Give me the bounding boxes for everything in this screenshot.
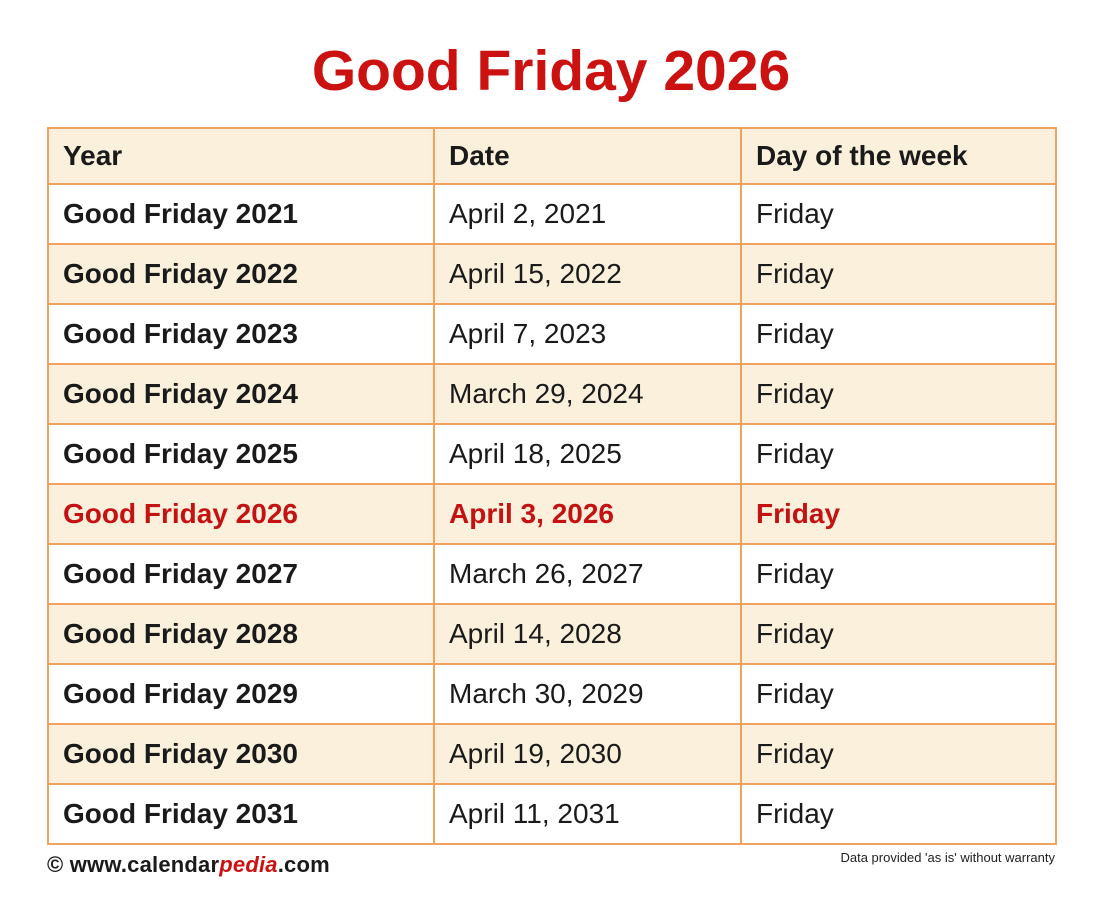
day-cell: Friday xyxy=(740,483,1057,545)
day-cell: Friday xyxy=(740,183,1057,245)
footer: © www.calendarpedia.com Data provided 'a… xyxy=(47,849,1055,878)
date-cell: March 29, 2024 xyxy=(433,363,742,425)
day-cell: Friday xyxy=(740,363,1057,425)
disclaimer-text: Data provided 'as is' without warranty xyxy=(840,850,1055,865)
site-name-prefix: www.calendar xyxy=(69,852,220,877)
date-cell: April 19, 2030 xyxy=(433,723,742,785)
table-row: Good Friday 2026 April 3, 2026 Friday xyxy=(47,483,1057,545)
date-cell: April 3, 2026 xyxy=(433,483,742,545)
table-row: Good Friday 2031 April 11, 2031 Friday xyxy=(47,783,1057,845)
day-cell: Friday xyxy=(740,303,1057,365)
date-cell: April 18, 2025 xyxy=(433,423,742,485)
day-cell: Friday xyxy=(740,783,1057,845)
table-row: Good Friday 2022 April 15, 2022 Friday xyxy=(47,243,1057,305)
site-name-accent: pedia xyxy=(219,852,278,877)
table-row: Good Friday 2025 April 18, 2025 Friday xyxy=(47,423,1057,485)
date-cell: April 14, 2028 xyxy=(433,603,742,665)
table-body: Good Friday 2021 April 2, 2021 Friday Go… xyxy=(47,183,1057,845)
date-cell: March 30, 2029 xyxy=(433,663,742,725)
table-row: Good Friday 2027 March 26, 2027 Friday xyxy=(47,543,1057,605)
table-row: Good Friday 2023 April 7, 2023 Friday xyxy=(47,303,1057,365)
page-title: Good Friday 2026 xyxy=(311,39,791,103)
year-cell: Good Friday 2022 xyxy=(47,243,435,305)
copyright-symbol: © xyxy=(47,852,70,877)
date-cell: April 7, 2023 xyxy=(433,303,742,365)
header-date: Date xyxy=(433,127,742,185)
day-cell: Friday xyxy=(740,663,1057,725)
day-cell: Friday xyxy=(740,243,1057,305)
date-cell: April 15, 2022 xyxy=(433,243,742,305)
date-cell: March 26, 2027 xyxy=(433,543,742,605)
year-cell: Good Friday 2024 xyxy=(47,363,435,425)
date-cell: April 11, 2031 xyxy=(433,783,742,845)
header-day-of-week: Day of the week xyxy=(740,127,1057,185)
date-cell: April 2, 2021 xyxy=(433,183,742,245)
year-cell: Good Friday 2027 xyxy=(47,543,435,605)
table-header: Year Date Day of the week xyxy=(47,127,1057,185)
table-row: Good Friday 2021 April 2, 2021 Friday xyxy=(47,183,1057,245)
year-cell: Good Friday 2026 xyxy=(47,483,435,545)
table-row: Good Friday 2024 March 29, 2024 Friday xyxy=(47,363,1057,425)
year-cell: Good Friday 2031 xyxy=(47,783,435,845)
header-year: Year xyxy=(47,127,435,185)
year-cell: Good Friday 2023 xyxy=(47,303,435,365)
header-row: Year Date Day of the week xyxy=(47,127,1057,185)
copyright-line: © www.calendarpedia.com xyxy=(47,852,330,878)
table-row: Good Friday 2028 April 14, 2028 Friday xyxy=(47,603,1057,665)
day-cell: Friday xyxy=(740,603,1057,665)
day-cell: Friday xyxy=(740,423,1057,485)
site-name-suffix: .com xyxy=(277,852,330,877)
year-cell: Good Friday 2030 xyxy=(47,723,435,785)
good-friday-table: Year Date Day of the week Good Friday 20… xyxy=(47,127,1057,845)
table-row: Good Friday 2030 April 19, 2030 Friday xyxy=(47,723,1057,785)
year-cell: Good Friday 2025 xyxy=(47,423,435,485)
table-row: Good Friday 2029 March 30, 2029 Friday xyxy=(47,663,1057,725)
day-cell: Friday xyxy=(740,723,1057,785)
year-cell: Good Friday 2028 xyxy=(47,603,435,665)
day-cell: Friday xyxy=(740,543,1057,605)
year-cell: Good Friday 2021 xyxy=(47,183,435,245)
year-cell: Good Friday 2029 xyxy=(47,663,435,725)
